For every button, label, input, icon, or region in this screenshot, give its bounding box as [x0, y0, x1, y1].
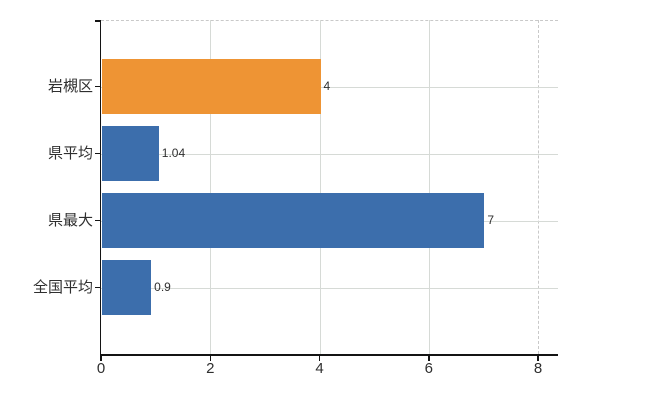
bar-value-label-1: 1.04 — [161, 146, 186, 160]
x-tick-0 — [100, 355, 102, 361]
y-tick-2 — [94, 219, 100, 222]
gridline-x-2 — [210, 20, 212, 354]
x-tick-label-8: 8 — [533, 360, 543, 377]
x-tick-4 — [318, 355, 321, 361]
gridline-x-6 — [428, 20, 430, 354]
x-tick-2 — [209, 355, 211, 361]
y-tick-top — [94, 20, 100, 22]
gridline-y-3 — [101, 287, 558, 289]
y-tick-1 — [94, 152, 100, 155]
bar-value-label-0: 4 — [323, 79, 331, 93]
gridline-x-4 — [319, 20, 321, 354]
category-label-2: 県最大 — [47, 211, 93, 229]
bar-value-label-3: 0.9 — [154, 280, 171, 294]
bar-0-岩槻区 — [102, 59, 321, 114]
gridline-y-0 — [101, 86, 558, 88]
y-tick-0 — [94, 85, 100, 88]
y-tick-3 — [94, 286, 100, 289]
category-label-0: 岩槻区 — [47, 77, 93, 95]
category-label-3: 全国平均 — [32, 278, 93, 296]
x-tick-8 — [537, 355, 539, 361]
x-axis-line — [99, 354, 558, 356]
bar-value-label-2: 7 — [487, 213, 495, 227]
gridline-x-8 — [538, 20, 539, 354]
bar-2-県最大 — [102, 193, 485, 248]
bar-3-全国平均 — [102, 260, 152, 315]
category-label-1: 県平均 — [47, 144, 93, 162]
x-tick-label-6: 6 — [424, 360, 433, 377]
plot-top-border — [101, 20, 558, 21]
x-tick-6 — [428, 355, 430, 361]
gridline-y-1 — [101, 153, 558, 155]
y-axis-line — [99, 20, 101, 356]
x-tick-label-0: 0 — [96, 360, 106, 377]
x-tick-label-4: 4 — [315, 360, 324, 377]
x-tick-label-2: 2 — [206, 360, 215, 377]
bar-1-県平均 — [102, 126, 159, 181]
